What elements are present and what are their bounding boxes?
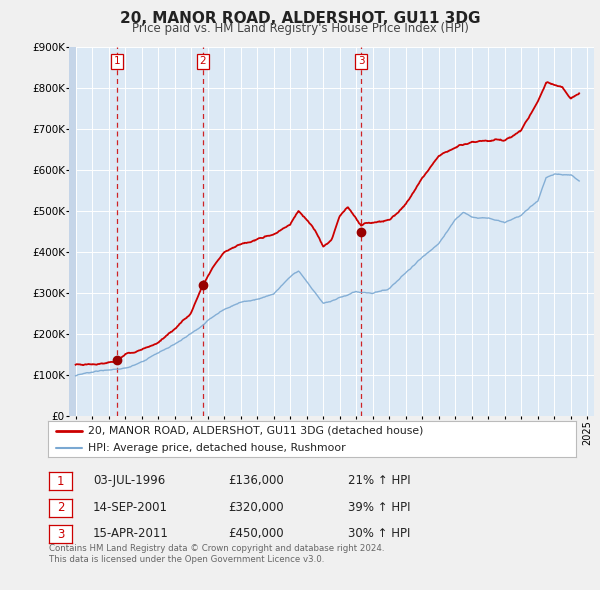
Text: This data is licensed under the Open Government Licence v3.0.: This data is licensed under the Open Gov… [49, 555, 325, 564]
Text: 03-JUL-1996: 03-JUL-1996 [93, 474, 165, 487]
Text: £450,000: £450,000 [228, 527, 284, 540]
Text: 3: 3 [57, 527, 64, 541]
Text: £320,000: £320,000 [228, 501, 284, 514]
Text: 1: 1 [57, 474, 64, 488]
Text: 20, MANOR ROAD, ALDERSHOT, GU11 3DG: 20, MANOR ROAD, ALDERSHOT, GU11 3DG [120, 11, 480, 25]
Text: 14-SEP-2001: 14-SEP-2001 [93, 501, 168, 514]
Text: Contains HM Land Registry data © Crown copyright and database right 2024.: Contains HM Land Registry data © Crown c… [49, 545, 385, 553]
Text: 30% ↑ HPI: 30% ↑ HPI [348, 527, 410, 540]
Text: 21% ↑ HPI: 21% ↑ HPI [348, 474, 410, 487]
Text: 3: 3 [358, 57, 364, 67]
Text: HPI: Average price, detached house, Rushmoor: HPI: Average price, detached house, Rush… [88, 443, 345, 453]
Text: £136,000: £136,000 [228, 474, 284, 487]
Text: 2: 2 [200, 57, 206, 67]
Text: 20, MANOR ROAD, ALDERSHOT, GU11 3DG (detached house): 20, MANOR ROAD, ALDERSHOT, GU11 3DG (det… [88, 425, 423, 435]
Text: 39% ↑ HPI: 39% ↑ HPI [348, 501, 410, 514]
Text: 1: 1 [113, 57, 120, 67]
Bar [69, 47, 76, 416]
Text: Price paid vs. HM Land Registry's House Price Index (HPI): Price paid vs. HM Land Registry's House … [131, 22, 469, 35]
Text: 2: 2 [57, 501, 64, 514]
Text: 15-APR-2011: 15-APR-2011 [93, 527, 169, 540]
